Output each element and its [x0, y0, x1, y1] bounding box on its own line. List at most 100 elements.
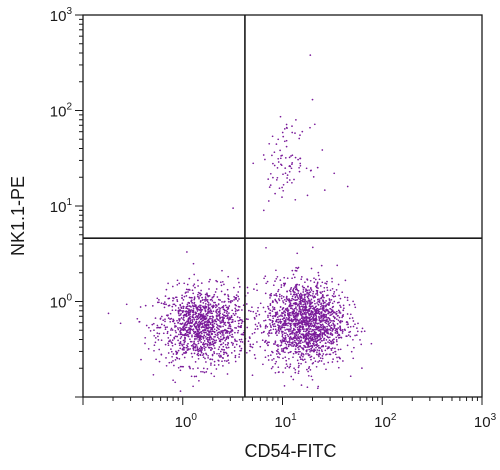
event-dot	[316, 387, 319, 390]
event-dot	[296, 267, 299, 270]
event-dot	[319, 347, 322, 349]
event-dot	[202, 302, 205, 304]
event-dot	[270, 326, 272, 329]
event-dot	[200, 289, 202, 292]
event-dot	[189, 348, 191, 350]
event-dot	[230, 352, 233, 354]
event-dot	[212, 310, 215, 313]
event-dot	[193, 318, 195, 320]
event-dot	[173, 337, 176, 340]
event-dot	[321, 350, 323, 353]
event-dot	[149, 330, 152, 332]
event-dot	[305, 308, 308, 311]
event-dot	[177, 366, 180, 369]
event-dot	[226, 310, 229, 313]
event-dot	[277, 318, 280, 321]
event-dot	[318, 313, 321, 316]
event-dot	[179, 347, 182, 350]
event-dot	[221, 356, 224, 359]
event-dot	[319, 329, 321, 331]
event-dot	[237, 291, 240, 293]
event-dot	[300, 384, 303, 386]
event-dot	[266, 280, 269, 283]
event-dot	[317, 300, 320, 303]
event-dot	[325, 294, 328, 297]
event-dot	[205, 371, 208, 373]
event-dot	[212, 315, 214, 318]
event-dot	[336, 301, 339, 304]
event-dot	[230, 314, 233, 317]
event-dot	[222, 306, 225, 309]
event-dot	[322, 353, 325, 355]
event-dot	[203, 349, 206, 351]
event-dot	[325, 330, 328, 333]
event-dot	[229, 327, 232, 330]
event-dot	[165, 357, 167, 359]
event-dot	[207, 325, 210, 327]
event-dot	[241, 341, 244, 343]
event-dot	[274, 311, 277, 314]
event-dot	[300, 352, 303, 355]
event-dot	[306, 342, 309, 345]
event-dot	[189, 309, 191, 312]
event-dot	[216, 296, 219, 298]
event-dot	[289, 323, 292, 326]
event-dot	[179, 390, 182, 392]
event-dot	[281, 186, 283, 189]
event-dot	[279, 149, 281, 152]
event-dot	[300, 314, 303, 317]
event-dot	[285, 359, 288, 362]
event-dot	[197, 342, 200, 345]
event-dot	[202, 353, 205, 355]
event-dot	[192, 344, 194, 346]
event-dot	[210, 332, 213, 335]
event-dot	[208, 336, 211, 339]
event-dot	[247, 340, 250, 343]
event-dot	[270, 294, 272, 297]
event-dot	[221, 280, 224, 283]
event-dot	[353, 346, 355, 349]
event-dot	[322, 300, 325, 303]
event-dot	[233, 314, 236, 317]
event-dot	[283, 310, 285, 313]
event-dot	[222, 318, 225, 320]
event-dot	[199, 321, 202, 324]
event-dot	[229, 301, 232, 304]
event-dot	[261, 339, 264, 342]
event-dot	[309, 303, 311, 306]
event-dot	[272, 162, 274, 165]
event-dot	[297, 334, 300, 336]
event-dot	[308, 310, 311, 312]
event-dot	[229, 325, 232, 328]
event-dot	[191, 320, 194, 323]
event-dot	[257, 306, 259, 309]
event-dot	[234, 307, 237, 310]
event-dot	[192, 313, 195, 316]
event-dot	[338, 311, 341, 314]
event-dot	[314, 312, 317, 314]
event-dot	[303, 312, 306, 315]
event-dot	[314, 313, 317, 316]
event-dot	[212, 330, 215, 333]
event-dot	[328, 353, 331, 356]
event-dot	[213, 347, 216, 349]
event-dot	[207, 354, 209, 357]
event-dot	[320, 302, 323, 305]
event-dot	[339, 304, 341, 307]
event-dot	[206, 343, 209, 345]
event-dot	[314, 278, 317, 281]
event-dot	[292, 345, 295, 347]
event-dot	[289, 365, 292, 368]
event-dot	[155, 358, 157, 361]
event-dot	[290, 286, 293, 289]
event-dot	[318, 322, 320, 325]
event-dot	[200, 293, 203, 296]
event-dot	[278, 293, 281, 296]
event-dot	[262, 363, 264, 366]
event-dot	[304, 290, 307, 292]
event-dot	[288, 298, 291, 301]
event-dot	[281, 333, 284, 336]
event-dot	[198, 332, 201, 334]
event-dot	[294, 303, 297, 306]
event-dot	[303, 305, 306, 308]
